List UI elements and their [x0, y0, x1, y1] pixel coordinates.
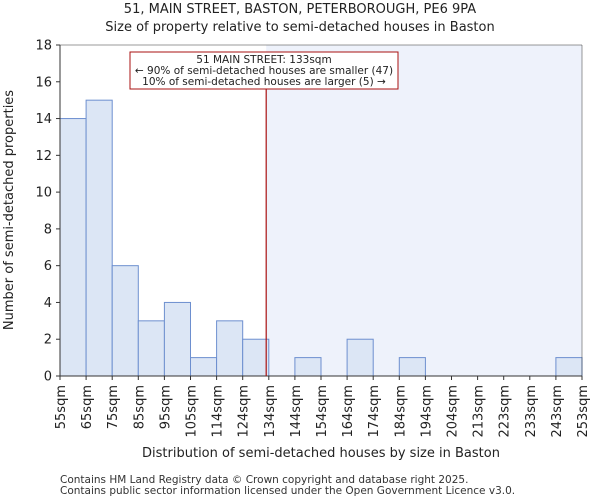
chart-subtitle: Size of property relative to semi-detach… — [105, 20, 494, 35]
x-tick-label-75sqm: 75sqm — [106, 385, 121, 429]
x-tick-label-105sqm: 105sqm — [185, 385, 200, 438]
chart-title: 51, MAIN STREET, BASTON, PETERBOROUGH, P… — [124, 2, 476, 17]
x-tick-label-233sqm: 233sqm — [524, 385, 539, 438]
bar-144sqm — [294, 357, 322, 377]
annotation-line-1: 51 MAIN STREET: 133sqm — [196, 54, 331, 66]
x-tick-label-144sqm: 144sqm — [289, 385, 304, 438]
bar-105sqm — [190, 357, 218, 377]
y-tick-label-0: 0 — [44, 370, 52, 385]
annotation-box — [129, 51, 399, 90]
x-tick-label-95sqm: 95sqm — [158, 385, 173, 429]
larger-region-highlight — [266, 45, 582, 376]
bar-95sqm — [163, 301, 191, 377]
y-tick-label-6: 6 — [44, 259, 52, 274]
x-tick-label-253sqm: 253sqm — [576, 385, 591, 438]
bar-164sqm — [346, 338, 374, 377]
footer-line-1: Contains HM Land Registry data © Crown c… — [60, 474, 468, 486]
bar-55sqm — [59, 118, 87, 377]
plot-area: 0 2 4 6 8 10 12 14 16 18 55sqm 65sqm 75sqm 85sqm 95sqm… — [35, 39, 591, 438]
x-tick-label-65sqm: 65sqm — [80, 385, 95, 429]
x-tick-label-134sqm: 134sqm — [263, 385, 278, 438]
y-tick-label-12: 12 — [35, 149, 52, 164]
x-tick-label-194sqm: 194sqm — [419, 385, 434, 438]
y-tick-label-10: 10 — [35, 186, 52, 201]
bar-85sqm — [137, 320, 165, 377]
x-tick-label-184sqm: 184sqm — [393, 385, 408, 438]
x-tick-label-164sqm: 164sqm — [341, 385, 356, 438]
x-tick-label-85sqm: 85sqm — [132, 385, 147, 429]
x-tick-label-174sqm: 174sqm — [367, 385, 382, 438]
annotation-line-2: ← 90% of semi-detached houses are smalle… — [135, 65, 393, 77]
y-tick-label-8: 8 — [44, 222, 52, 237]
y-tick-label-2: 2 — [44, 333, 52, 348]
x-tick-label-204sqm: 204sqm — [446, 385, 461, 438]
bar-114sqm — [216, 320, 244, 377]
bar-243sqm — [555, 357, 583, 377]
x-tick-label-55sqm: 55sqm — [54, 385, 69, 429]
x-tick-label-223sqm: 223sqm — [498, 385, 513, 438]
bar-75sqm — [111, 265, 139, 377]
bar-184sqm — [398, 357, 426, 377]
x-tick-label-213sqm: 213sqm — [472, 385, 487, 438]
x-axis-title: Distribution of semi-detached houses by … — [142, 446, 500, 461]
x-tick-label-124sqm: 124sqm — [237, 385, 252, 438]
bar-65sqm — [85, 99, 113, 377]
y-axis-title: Number of semi-detached properties — [2, 90, 17, 330]
x-tick-label-154sqm: 154sqm — [315, 385, 330, 438]
y-tick-label-16: 16 — [35, 75, 52, 90]
annotation-line-3: 10% of semi-detached houses are larger (… — [142, 76, 386, 88]
y-tick-label-18: 18 — [35, 39, 52, 54]
bar-124sqm — [242, 338, 270, 377]
y-tick-label-14: 14 — [35, 112, 52, 127]
x-tick-label-114sqm: 114sqm — [211, 385, 226, 438]
y-tick-label-4: 4 — [44, 296, 52, 311]
x-tick-label-243sqm: 243sqm — [550, 385, 565, 438]
footer-line-2: Contains public sector information licen… — [60, 485, 515, 497]
